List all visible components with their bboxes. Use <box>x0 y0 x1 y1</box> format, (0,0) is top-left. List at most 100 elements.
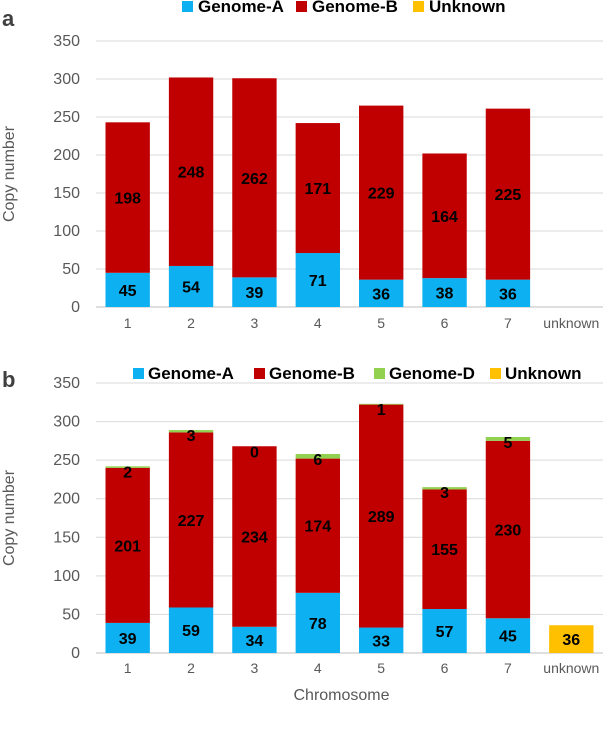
x-tick-label: unknown <box>543 660 599 676</box>
bar-unknown-chr-unknown <box>549 625 594 653</box>
data-label-genome-b-chr-4: 174 <box>304 519 331 536</box>
y-tick-label: 150 <box>53 529 80 546</box>
data-label-genome-a-chr-4: 78 <box>309 616 327 633</box>
data-label-genome-b-chr-1: 198 <box>114 191 141 208</box>
data-label-genome-a-chr-2: 54 <box>182 279 200 296</box>
data-label-genome-d-chr-2: 3 <box>187 428 196 445</box>
data-label-genome-b-chr-4: 171 <box>304 181 331 198</box>
bar-genome-b-chr-1 <box>105 122 150 273</box>
legend-swatch-genome-a <box>133 368 144 379</box>
legend-swatch-genome-b <box>296 1 307 12</box>
bar-genome-d-chr-1 <box>105 466 150 468</box>
legend-swatch-unknown <box>490 368 501 379</box>
bar-genome-b-chr-2 <box>168 432 214 608</box>
legend-swatch-genome-d <box>374 368 385 379</box>
data-label-genome-a-chr-5: 36 <box>372 286 390 303</box>
bar-genome-d-chr-7 <box>485 437 531 441</box>
bar-genome-a-chr-3 <box>232 277 277 307</box>
panel-label: a <box>2 6 15 31</box>
legend-label-genome-b: Genome-B <box>312 0 398 16</box>
data-label-genome-b-chr-2: 227 <box>178 513 205 530</box>
x-tick-label: 3 <box>251 315 259 331</box>
bar-genome-b-chr-6 <box>422 153 467 279</box>
legend-label-genome-a: Genome-A <box>148 364 234 383</box>
bar-genome-d-chr-5 <box>359 403 404 405</box>
data-label-genome-b-chr-6: 164 <box>431 209 458 226</box>
y-tick-label: 250 <box>53 109 80 126</box>
data-label-genome-a-chr-7: 45 <box>499 629 517 646</box>
x-tick-label: 6 <box>441 315 449 331</box>
x-axis-title: Chromosome <box>293 687 389 704</box>
legend-swatch-genome-b <box>254 368 265 379</box>
y-tick-label: 0 <box>71 645 80 662</box>
bar-genome-a-chr-7 <box>485 618 531 653</box>
y-tick-label: 100 <box>53 568 80 585</box>
data-label-genome-b-chr-5: 289 <box>368 509 395 526</box>
data-label-genome-b-chr-5: 229 <box>368 186 395 203</box>
data-label-genome-d-chr-7: 5 <box>503 435 512 452</box>
bar-genome-b-chr-5 <box>359 105 404 280</box>
data-label-genome-b-chr-2: 248 <box>178 165 205 182</box>
x-tick-label: 2 <box>187 315 195 331</box>
data-label-genome-d-chr-5: 1 <box>377 402 386 419</box>
bar-genome-b-chr-3 <box>232 446 277 627</box>
bar-genome-b-chr-1 <box>105 467 150 623</box>
legend-label-unknown: Unknown <box>429 0 506 16</box>
y-tick-label: 0 <box>71 299 80 316</box>
y-tick-label: 300 <box>53 71 80 88</box>
legend-label-genome-a: Genome-A <box>198 0 284 16</box>
bar-genome-a-chr-1 <box>105 622 150 653</box>
bar-genome-a-chr-6 <box>422 278 467 307</box>
data-label-genome-b-chr-7: 225 <box>495 187 522 204</box>
data-label-genome-a-chr-3: 34 <box>246 633 264 650</box>
bar-genome-a-chr-4 <box>295 592 340 653</box>
x-tick-label: 2 <box>187 660 195 676</box>
chart-panel-b: b Genome-A Genome-B Genome-D Unknown05010015… <box>1 364 603 704</box>
data-label-unknown-chr-unknown: 36 <box>562 632 580 649</box>
bar-genome-a-chr-5 <box>359 627 404 653</box>
bar-genome-d-chr-2 <box>168 430 214 433</box>
bar-genome-a-chr-7 <box>485 279 531 307</box>
data-label-genome-a-chr-6: 57 <box>436 624 454 641</box>
bar-genome-d-chr-4 <box>295 453 340 459</box>
data-label-genome-b-chr-1: 201 <box>114 538 141 555</box>
y-tick-label: 250 <box>53 452 80 469</box>
x-tick-label: 7 <box>504 315 512 331</box>
data-label-genome-a-chr-1: 45 <box>119 283 137 300</box>
x-tick-label: 7 <box>504 660 512 676</box>
y-axis-title: Copy number <box>1 469 18 566</box>
x-tick-label: unknown <box>543 315 599 331</box>
data-label-genome-a-chr-3: 39 <box>246 285 264 302</box>
y-tick-label: 150 <box>53 185 80 202</box>
legend-label-unknown: Unknown <box>505 364 582 383</box>
bar-genome-a-chr-2 <box>168 265 214 307</box>
bar-genome-a-chr-6 <box>422 609 467 653</box>
bar-genome-b-chr-5 <box>359 404 404 628</box>
legend-label-genome-d: Genome-D <box>389 364 475 383</box>
data-label-genome-d-chr-4: 6 <box>313 452 322 469</box>
x-tick-label: 5 <box>377 315 385 331</box>
bar-genome-b-chr-7 <box>485 440 531 619</box>
data-label-genome-a-chr-2: 59 <box>182 623 200 640</box>
y-axis-title: Copy number <box>1 125 18 222</box>
data-label-genome-b-chr-6: 155 <box>431 542 458 559</box>
x-tick-label: 4 <box>314 660 322 676</box>
y-tick-label: 200 <box>53 491 80 508</box>
x-tick-label: 3 <box>251 660 259 676</box>
bar-genome-d-chr-6 <box>422 487 467 490</box>
x-tick-label: 6 <box>441 660 449 676</box>
bar-genome-a-chr-4 <box>295 253 340 307</box>
data-label-genome-a-chr-5: 33 <box>372 633 390 650</box>
data-label-genome-a-chr-4: 71 <box>309 273 327 290</box>
bar-genome-a-chr-5 <box>359 279 404 307</box>
data-label-genome-d-chr-1: 2 <box>123 464 132 481</box>
data-label-genome-b-chr-7: 230 <box>495 523 522 540</box>
x-tick-label: 5 <box>377 660 385 676</box>
y-tick-label: 350 <box>53 375 80 392</box>
x-tick-label: 1 <box>124 660 132 676</box>
chart-panel-a: a Genome-A Genome-B Unknown 0 50 100 150 200 250 3… <box>1 0 603 331</box>
data-label-genome-b-chr-3: 234 <box>241 530 268 547</box>
data-label-genome-a-chr-6: 38 <box>436 286 454 303</box>
bar-genome-b-chr-2 <box>168 77 214 266</box>
